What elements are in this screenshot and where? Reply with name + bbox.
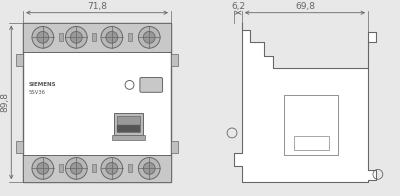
Circle shape — [143, 31, 155, 43]
Circle shape — [66, 26, 87, 48]
Circle shape — [106, 31, 118, 43]
Bar — [171, 141, 178, 153]
Bar — [294, 136, 329, 150]
Circle shape — [37, 162, 49, 174]
Circle shape — [32, 26, 54, 48]
Text: 5SV36: 5SV36 — [29, 90, 46, 95]
Circle shape — [138, 158, 160, 179]
Bar — [23, 23, 171, 182]
Circle shape — [32, 158, 54, 179]
Text: 6,2: 6,2 — [231, 2, 245, 11]
Bar — [117, 125, 140, 132]
Circle shape — [70, 31, 82, 43]
Bar — [23, 23, 171, 52]
Bar — [117, 116, 140, 132]
Circle shape — [143, 162, 155, 174]
Circle shape — [138, 26, 160, 48]
Bar — [171, 54, 178, 66]
Bar — [284, 95, 338, 155]
Text: SIEMENS: SIEMENS — [29, 82, 57, 87]
Bar — [16, 54, 23, 66]
Polygon shape — [234, 23, 376, 182]
Bar — [92, 33, 96, 41]
Text: 71,8: 71,8 — [87, 2, 107, 11]
Bar — [23, 155, 171, 182]
Bar — [112, 135, 145, 140]
Circle shape — [66, 158, 87, 179]
FancyBboxPatch shape — [140, 78, 162, 92]
Circle shape — [125, 81, 134, 89]
Circle shape — [37, 31, 49, 43]
Bar — [128, 33, 132, 41]
Text: 89,8: 89,8 — [0, 92, 9, 112]
Circle shape — [70, 162, 82, 174]
Circle shape — [101, 158, 123, 179]
Bar — [114, 113, 143, 135]
Bar — [128, 164, 132, 172]
Bar — [58, 33, 62, 41]
Circle shape — [101, 26, 123, 48]
Bar — [16, 141, 23, 153]
Bar — [58, 164, 62, 172]
Text: 69,8: 69,8 — [295, 2, 315, 11]
Bar — [92, 164, 96, 172]
Circle shape — [106, 162, 118, 174]
